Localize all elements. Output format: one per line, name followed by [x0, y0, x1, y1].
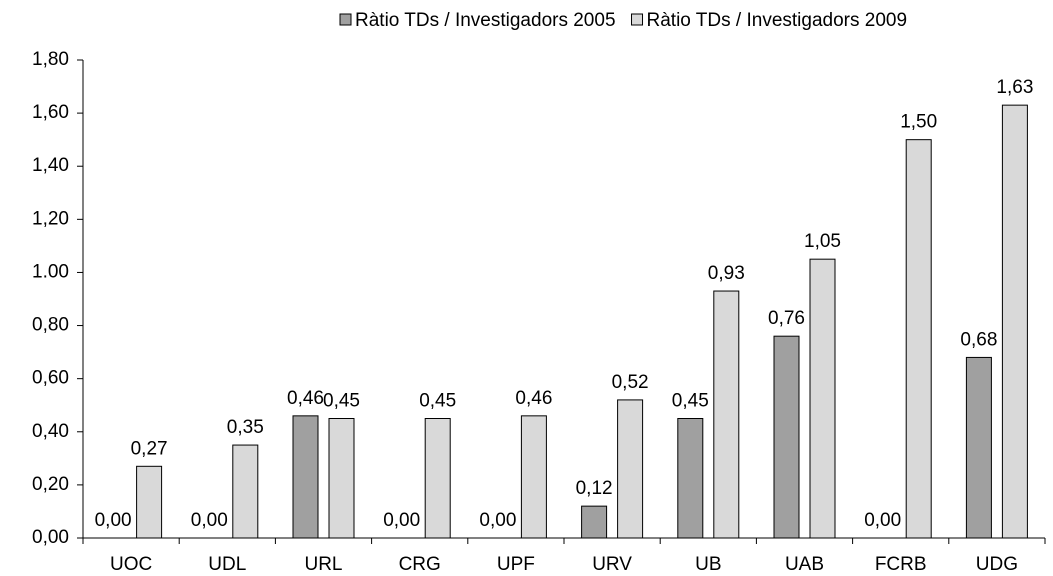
data-label: 0,45 — [672, 391, 709, 412]
data-label: 1,63 — [996, 77, 1033, 98]
bar — [677, 418, 704, 539]
data-label: 0,68 — [960, 329, 997, 350]
x-tick-label: UDL — [208, 554, 246, 575]
data-label: 0,35 — [227, 417, 264, 438]
bar — [136, 465, 163, 539]
legend-swatch — [339, 13, 352, 26]
x-tick-label: UAB — [785, 554, 824, 575]
y-tick-label: 0,40 — [32, 421, 69, 442]
data-label: 0,45 — [323, 391, 360, 412]
bar — [1001, 104, 1028, 539]
bar — [292, 415, 319, 539]
data-label: 0,45 — [419, 391, 456, 412]
data-label: 0,46 — [287, 388, 324, 409]
data-label: 0,27 — [131, 438, 168, 459]
y-tick-label: 1.00 — [32, 261, 69, 282]
y-tick-label: 1,20 — [32, 208, 69, 229]
x-tick-label: URL — [304, 554, 342, 575]
data-label: 0,12 — [576, 478, 613, 499]
y-tick-label: 1,60 — [32, 102, 69, 123]
bar — [809, 258, 836, 539]
y-tick-label: 0,80 — [32, 315, 69, 336]
bar — [424, 418, 451, 539]
data-label: 0,00 — [479, 510, 516, 531]
data-label: 0,00 — [191, 510, 228, 531]
x-tick-label: FCRB — [875, 554, 927, 575]
legend-swatch — [631, 13, 644, 26]
data-label: 0,46 — [515, 388, 552, 409]
data-label: 0,00 — [95, 510, 132, 531]
bar — [617, 399, 644, 539]
data-label: 1,05 — [804, 231, 841, 252]
bar — [905, 139, 932, 539]
x-tick-label: UOC — [110, 554, 152, 575]
data-label: 1,50 — [900, 112, 937, 133]
x-tick-label: UPF — [497, 554, 535, 575]
data-label: 0,00 — [864, 510, 901, 531]
x-tick-label: URV — [592, 554, 632, 575]
bar — [520, 415, 547, 539]
y-tick-label: 0,00 — [32, 527, 69, 548]
bar — [581, 505, 608, 539]
data-label: 0,00 — [383, 510, 420, 531]
x-tick-label: CRG — [399, 554, 441, 575]
bar — [713, 290, 740, 539]
y-tick-label: 1,80 — [32, 49, 69, 70]
data-label: 0,76 — [768, 308, 805, 329]
data-label: 0,52 — [612, 372, 649, 393]
x-tick-label: UB — [695, 554, 721, 575]
data-label: 0,93 — [708, 263, 745, 284]
x-tick-label: UDG — [976, 554, 1018, 575]
bar — [232, 444, 259, 539]
y-tick-label: 0,20 — [32, 474, 69, 495]
bar — [773, 335, 800, 539]
y-tick-label: 0,60 — [32, 368, 69, 389]
y-tick-label: 1,40 — [32, 155, 69, 176]
legend-label: Ràtio TDs / Investigadors 2009 — [647, 10, 908, 31]
bar — [328, 418, 355, 539]
bar — [965, 356, 992, 539]
legend-label: Ràtio TDs / Investigadors 2005 — [355, 10, 616, 31]
